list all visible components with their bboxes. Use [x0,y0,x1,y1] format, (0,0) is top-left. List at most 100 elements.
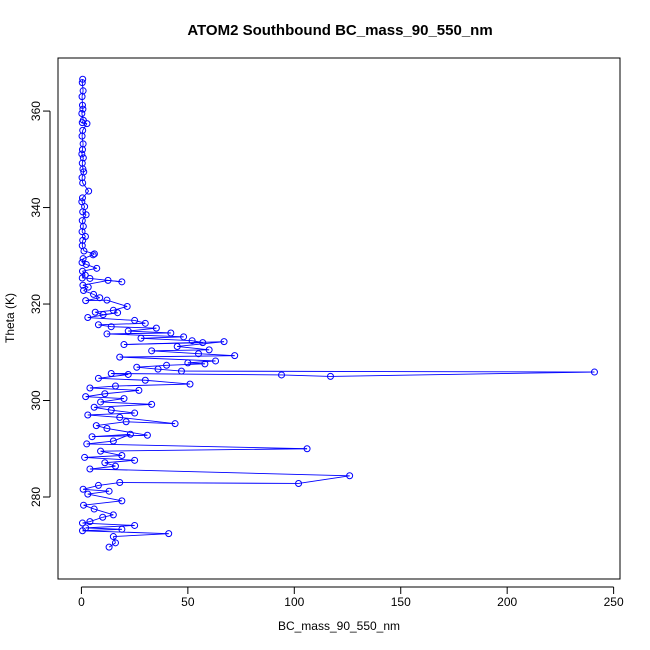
data-point [165,530,173,538]
data-point [78,174,86,182]
series-segment [81,262,87,265]
x-tick-label: 100 [284,595,304,609]
data-point [90,505,98,513]
series-segment [104,389,139,395]
series-segment [151,349,210,352]
data-point [326,372,334,380]
series-segment [136,364,167,368]
data-point [82,260,90,268]
series-segment [100,448,308,452]
series-segment [107,279,122,283]
data-point [135,386,143,394]
data-point [109,533,117,541]
data-point [133,363,141,371]
data-point [107,323,115,331]
series-segment [85,527,122,530]
plot-frame [57,57,621,580]
data-point [79,255,87,263]
series-segment [83,504,95,510]
x-tick-label: 50 [181,595,195,609]
x-tick-label: 250 [604,595,624,609]
y-axis: 280 300 320 340 360 [29,101,51,507]
data-point [101,459,109,467]
data-point [82,393,90,401]
data-point [84,411,92,419]
series-segment [83,488,110,492]
data-point [82,211,90,219]
data-point [163,361,171,369]
data-point [78,119,86,127]
data-point [81,453,89,461]
data-point [90,403,98,411]
data-point [97,447,105,455]
series-segment [281,374,331,377]
series-segment [126,421,176,425]
data-point [78,519,86,527]
data-point [201,360,209,368]
series-segment [96,421,127,427]
data-point [79,485,87,493]
series-segment [92,433,131,438]
data-point [84,490,92,498]
data-point [346,472,354,480]
data-point [84,314,92,322]
data-point [83,120,91,128]
series-segment [82,270,86,276]
series-segment [98,324,112,328]
series-segment [145,379,191,385]
data-point [124,370,132,378]
y-tick-label: 320 [29,294,43,314]
series-segment [95,311,104,316]
data-point [78,132,86,140]
data-point [148,347,156,355]
series-segment [104,459,135,464]
data-point [105,543,113,551]
data-point [80,287,88,295]
series-segment [136,366,159,370]
data-point [79,165,87,173]
data-point [105,487,113,495]
data-point [89,251,97,259]
data-point [79,179,87,187]
data-point [92,422,100,430]
series-segment [82,182,90,192]
series-segment [82,530,169,535]
data-point [303,445,311,453]
data-point [116,353,124,361]
data-point [131,456,139,464]
data-point [109,511,117,519]
series-segment [87,414,120,418]
data-point [101,390,109,398]
chart-title: ATOM2 Southbound BC_mass_90_550_nm [187,22,492,39]
data-point [177,367,185,375]
series-segment [119,356,216,362]
data-point [78,146,86,154]
data-point [124,327,132,335]
series-segment [87,493,122,502]
data-point [90,290,98,298]
series-segment [83,500,122,506]
data-point [278,371,286,379]
data-point [148,400,156,408]
data-point [80,247,88,255]
data-point [99,513,107,521]
data-point [143,431,151,439]
data-point [97,398,105,406]
series-segment [177,341,225,347]
series-segment [89,465,116,470]
data-point [199,339,207,347]
data-point [94,321,102,329]
series-segment [106,332,171,335]
series-segment [119,482,299,484]
data-point [85,187,93,195]
series-segment [98,374,129,379]
series-segment [82,267,97,272]
series-segment [84,456,135,461]
data-point [107,369,115,377]
data-point [78,101,86,109]
data-point [231,352,239,360]
data-point [78,150,86,158]
series-segment [85,396,125,400]
data-point [171,420,179,428]
series-segment [100,401,152,405]
